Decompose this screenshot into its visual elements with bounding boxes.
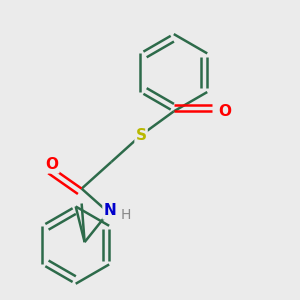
Text: H: H — [121, 208, 131, 222]
Text: S: S — [136, 128, 147, 142]
Text: N: N — [103, 203, 116, 218]
Text: O: O — [218, 104, 231, 119]
Text: O: O — [45, 158, 58, 172]
